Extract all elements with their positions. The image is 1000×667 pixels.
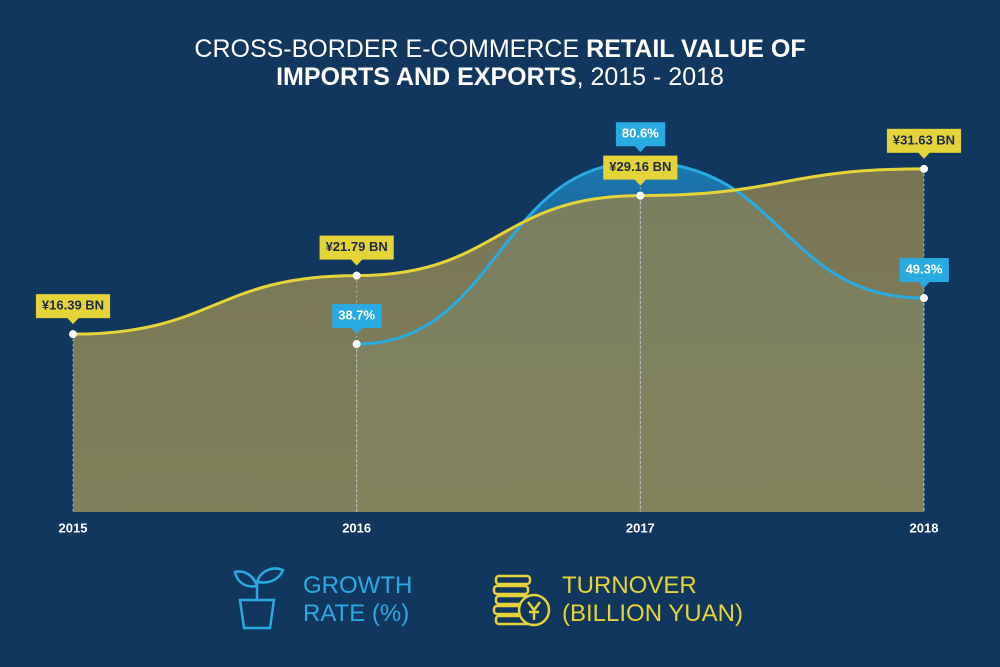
label-box <box>615 122 666 147</box>
label-pointer <box>350 259 363 266</box>
title-part: CROSS-BORDER E-COMMERCE <box>194 35 579 63</box>
x-tick-label: 2015 <box>59 520 88 535</box>
value-label: 80.6% <box>615 122 666 153</box>
label-box <box>603 155 678 180</box>
plot: 2015 2016 2017 2018 38.7% 80.6% 49.3% ¥16.39 BN… <box>35 122 962 535</box>
value-label-text: ¥16.39 BN <box>42 298 104 313</box>
legend-label: GROWTH RATE (%) <box>303 572 413 627</box>
growth-icon <box>233 567 285 630</box>
area <box>73 168 924 512</box>
title-part: RETAIL VALUE OF <box>586 35 805 63</box>
data-point <box>69 330 77 339</box>
value-label: ¥29.16 BN <box>603 155 678 186</box>
legend-label: TURNOVER (BILLION YUAN) <box>562 572 743 627</box>
data-point <box>920 164 928 173</box>
label-pointer <box>918 281 930 289</box>
value-label: ¥21.79 BN <box>319 235 394 266</box>
title-part: IMPORTS AND EXPORTS <box>276 63 577 91</box>
data-point <box>636 191 645 200</box>
x-tick-label: 2017 <box>626 520 655 535</box>
title-line: IMPORTS AND EXPORTS, 2015 - 2018 <box>276 63 724 91</box>
x-tick-label: 2018 <box>910 520 939 535</box>
value-label: 38.7% <box>332 304 382 335</box>
label-pointer <box>67 317 79 325</box>
label-pointer <box>634 145 647 153</box>
turnover-icon <box>492 574 551 627</box>
label-pointer <box>634 179 647 186</box>
label-box <box>899 258 949 283</box>
value-label-text: 80.6% <box>622 126 659 141</box>
label-box <box>35 294 111 319</box>
label-pointer <box>918 152 930 159</box>
x-tick-label: 2016 <box>342 520 371 535</box>
data-point <box>920 294 928 303</box>
value-label-text: 49.3% <box>906 261 943 276</box>
value-label: ¥31.63 BN <box>886 128 962 159</box>
label-box <box>886 128 962 153</box>
value-label: 49.3% <box>899 258 949 289</box>
title-line: CROSS-BORDER E-COMMERCE RETAIL VALUE OF <box>194 35 805 63</box>
series-line <box>72 167 925 336</box>
title-part: , 2015 - 2018 <box>577 63 724 91</box>
label-box <box>332 304 382 329</box>
label-pointer <box>350 327 363 335</box>
value-label-text: 38.7% <box>338 307 375 322</box>
data-point <box>352 271 361 280</box>
label-box <box>319 235 394 260</box>
value-label: ¥16.39 BN <box>35 294 111 325</box>
data-point <box>352 340 361 349</box>
value-label-text: ¥21.79 BN <box>326 239 388 254</box>
value-label-text: ¥29.16 BN <box>609 159 671 174</box>
value-label-text: ¥31.63 BN <box>893 132 955 147</box>
title: CROSS-BORDER E-COMMERCE RETAIL VALUE OFIM… <box>194 35 805 91</box>
